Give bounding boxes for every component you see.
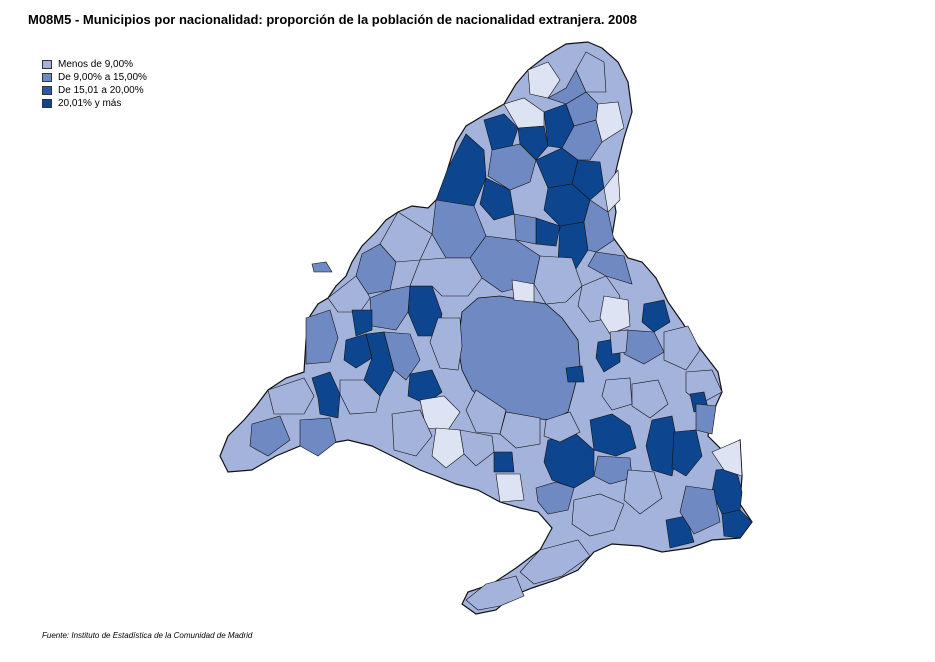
legend-label-3: De 15,01 a 20,00% xyxy=(58,84,144,96)
municipality xyxy=(663,325,701,371)
municipality xyxy=(431,427,465,469)
legend-swatch-4 xyxy=(42,98,52,108)
municipality xyxy=(671,429,703,477)
municipality xyxy=(665,515,695,549)
municipality xyxy=(679,485,721,535)
source-note: Fuente: Instituto de Estadística de la C… xyxy=(42,631,253,640)
municipality xyxy=(609,329,629,355)
legend-swatch-1 xyxy=(42,59,52,69)
legend-item-1: Menos de 9,00% xyxy=(42,58,147,70)
municipality xyxy=(641,299,671,333)
legend-item-3: De 15,01 a 20,00% xyxy=(42,84,147,96)
municipality xyxy=(495,473,525,503)
municipality xyxy=(311,371,341,419)
municipality xyxy=(493,451,515,473)
municipality xyxy=(571,493,625,537)
municipality xyxy=(383,331,421,381)
municipality xyxy=(603,169,621,213)
municipality xyxy=(543,433,595,489)
municipality xyxy=(535,481,575,515)
legend-label-2: De 9,00% a 15,00% xyxy=(58,71,147,83)
municipality xyxy=(327,275,371,313)
municipality xyxy=(339,379,381,415)
municipality xyxy=(503,97,545,129)
municipality xyxy=(465,575,525,611)
municipality xyxy=(499,411,541,449)
municipality xyxy=(379,211,433,263)
municipality xyxy=(721,509,753,539)
municipality xyxy=(511,279,535,303)
municipality xyxy=(409,257,483,297)
legend-swatch-3 xyxy=(42,85,52,95)
municipality xyxy=(519,539,591,585)
municipality xyxy=(305,309,339,365)
municipality xyxy=(595,101,625,143)
municipality xyxy=(465,389,507,435)
municipality xyxy=(267,377,315,415)
municipality xyxy=(311,261,333,273)
municipality xyxy=(527,61,561,99)
municipality xyxy=(645,415,679,477)
municipality xyxy=(623,469,663,515)
municipality xyxy=(351,309,373,337)
municipality xyxy=(435,133,487,207)
municipality xyxy=(599,295,631,335)
municipality xyxy=(249,415,291,457)
municipality xyxy=(593,455,633,485)
municipality xyxy=(533,255,583,305)
municipality xyxy=(571,159,605,201)
municipality xyxy=(483,113,519,151)
map-title: M08M5 - Municipios por nacionalidad: pro… xyxy=(28,12,637,27)
legend-label-1: Menos de 9,00% xyxy=(58,58,134,70)
municipality xyxy=(547,69,587,105)
municipality xyxy=(711,439,743,477)
legend-swatch-2 xyxy=(42,72,52,82)
municipality xyxy=(587,251,633,285)
municipality xyxy=(343,333,373,369)
municipality xyxy=(601,377,633,411)
legend-item-2: De 9,00% a 15,00% xyxy=(42,71,147,83)
municipality xyxy=(479,177,515,221)
municipality xyxy=(575,51,607,93)
legend: Menos de 9,00% De 9,00% a 15,00% De 15,0… xyxy=(42,58,147,110)
municipality xyxy=(565,365,585,383)
municipality xyxy=(429,317,463,371)
municipality xyxy=(513,213,537,245)
municipality xyxy=(391,409,433,457)
municipality xyxy=(459,429,495,467)
legend-label-4: 20,01% y más xyxy=(58,97,122,109)
municipality xyxy=(299,417,337,457)
municipality xyxy=(695,403,717,435)
municipality xyxy=(543,411,581,443)
legend-item-4: 20,01% y más xyxy=(42,97,147,109)
